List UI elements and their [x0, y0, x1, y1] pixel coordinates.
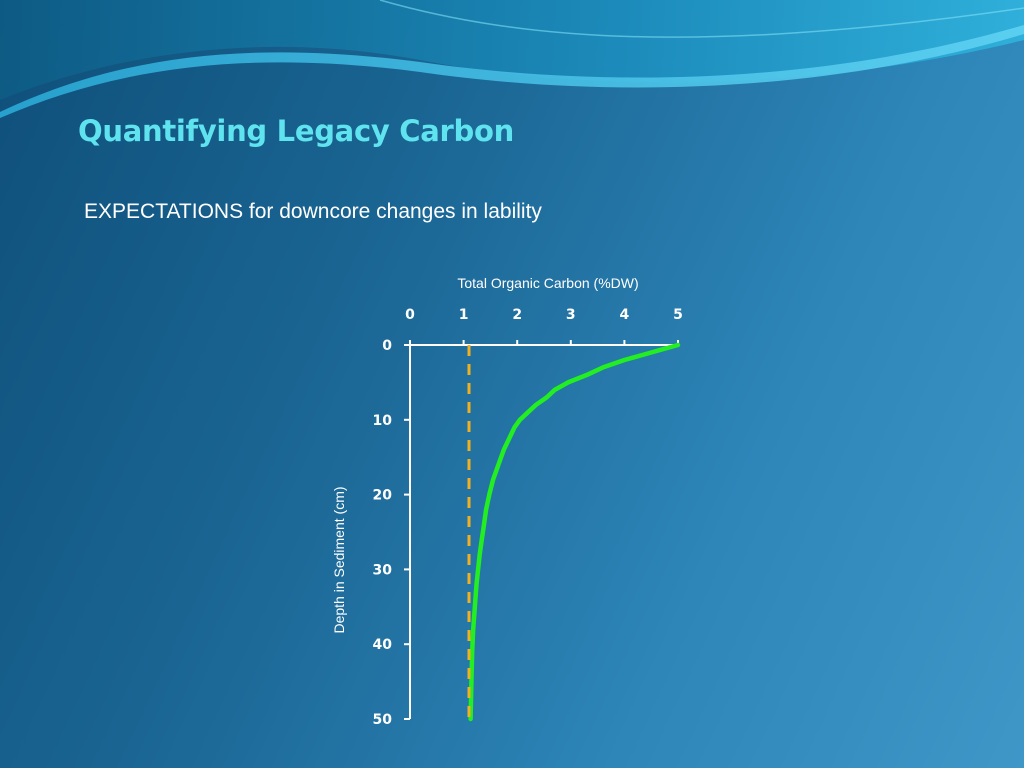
y-axis-title: Depth in Sediment (cm): [331, 486, 347, 633]
y-tick-label: 40: [373, 637, 393, 653]
decorative-wave-banner: [0, 0, 1024, 118]
x-tick-label: 4: [620, 307, 630, 323]
toc-depth-curve: [468, 342, 681, 722]
y-tick-label: 30: [373, 562, 393, 578]
x-axis-title: Total Organic Carbon (%DW): [457, 275, 638, 291]
x-tick-label: 1: [459, 307, 469, 323]
x-tick-label: 3: [566, 307, 576, 323]
x-tick-label: 5: [673, 307, 683, 323]
slide-title: Quantifying Legacy Carbon: [78, 114, 514, 148]
x-tick-label: 2: [512, 307, 522, 323]
y-tick-label: 50: [373, 712, 393, 728]
x-tick-label: 0: [405, 307, 415, 323]
slide-subtitle: EXPECTATIONS for downcore changes in lab…: [84, 200, 542, 223]
y-tick-label: 20: [373, 488, 393, 504]
y-tick-label: 10: [373, 413, 393, 429]
y-tick-label: 0: [382, 338, 392, 354]
